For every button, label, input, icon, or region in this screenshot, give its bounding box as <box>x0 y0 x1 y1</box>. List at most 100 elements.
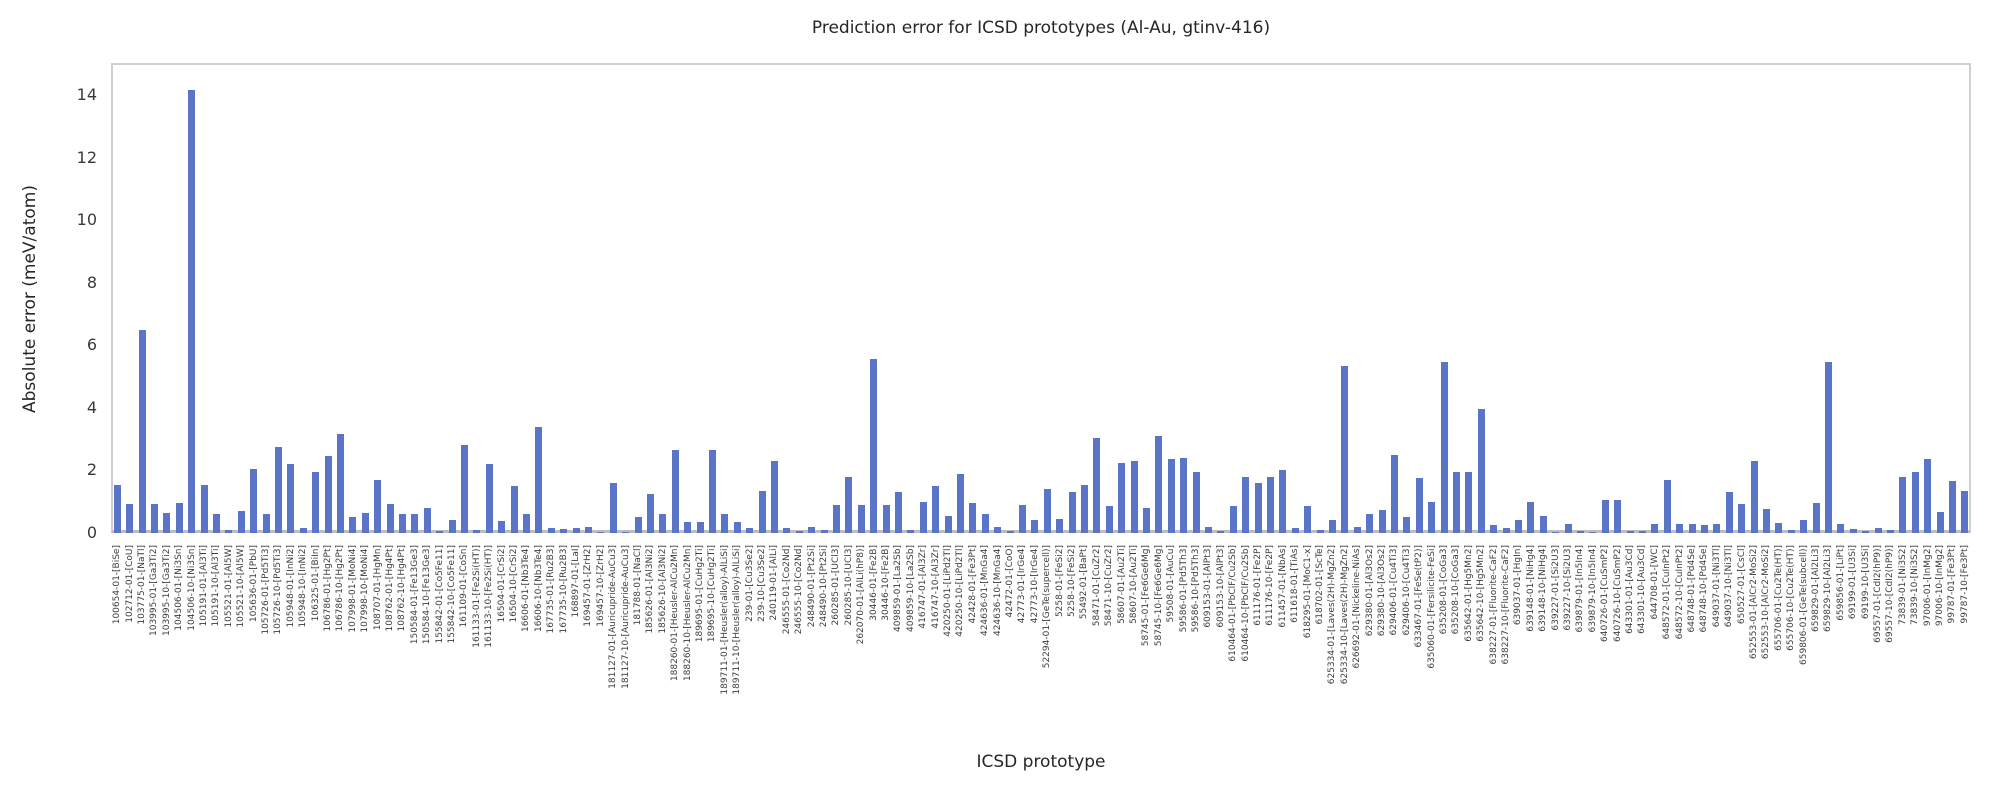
x-tick-label: 629406-01-[Cu4Ti3] <box>1389 545 1400 636</box>
bar <box>721 514 729 533</box>
bar <box>1862 531 1870 533</box>
x-tick-label: 108762-10-[Hg4Pt] <box>397 545 408 632</box>
x-tick-label: 59586-01-[Pd5Th3] <box>1178 545 1189 633</box>
x-tick-label: 30446-01-[Fe2B] <box>868 545 879 621</box>
x-tick-label: 167735-10-[Ru2B3] <box>558 545 569 634</box>
x-tick-label: 644708-01-[WC] <box>1649 545 1660 620</box>
bar <box>1688 523 1696 533</box>
bar <box>336 434 344 533</box>
x-tick-label: 655706-01-[Cu2Te(HT)] <box>1773 545 1784 651</box>
bar <box>1204 526 1212 533</box>
bar <box>1155 436 1163 533</box>
x-tick-label: 100654-01-[BiSe] <box>112 545 123 625</box>
x-tick-label: 248490-10-[Pt2Si] <box>819 545 829 628</box>
x-tick-label: 420250-01-[LiPd2Tl] <box>943 545 953 637</box>
bar <box>1725 492 1733 533</box>
bar <box>994 526 1002 533</box>
x-tick-label: 59586-10-[Pd5Th3] <box>1191 545 1201 633</box>
x-tick-label: 58471-01-[CuZr2] <box>1091 545 1102 627</box>
x-tick-label: 188260-01-[Heusler-AlCu2Mn] <box>670 545 681 682</box>
bar <box>1924 459 1932 533</box>
bar <box>1713 523 1721 533</box>
x-tick-label: 648572-10-[CuInPt2] <box>1674 545 1685 640</box>
bar <box>113 484 121 533</box>
x-tick-label: 189711-01-[Heusler(alloy)-AlLiSi] <box>719 545 730 695</box>
bar <box>584 527 592 533</box>
x-tick-label: 55492-01-[BaPt] <box>1079 545 1090 620</box>
bar <box>411 514 419 533</box>
x-tick-label: 639879-01-[In5In4] <box>1575 545 1586 633</box>
bar <box>733 522 741 533</box>
bar <box>1750 461 1758 533</box>
chart-plot-area <box>111 63 1971 533</box>
bar <box>956 473 964 533</box>
bar <box>1490 525 1498 533</box>
y-tick-label: 8 <box>86 272 97 292</box>
bar <box>646 493 654 533</box>
bar <box>1142 507 1150 533</box>
x-tick-label: 185626-01-[Al3Ni2] <box>645 545 656 634</box>
bar <box>1130 461 1138 533</box>
x-tick-label: 629380-01-[Al3Os2] <box>1364 545 1375 637</box>
x-tick-label: 150584-10-[Fe13Ge3] <box>422 545 433 645</box>
bar <box>795 531 803 533</box>
bar <box>634 517 642 533</box>
bar <box>783 528 791 533</box>
x-tick-label: 69557-10-[CdI2(hP9)] <box>1885 545 1896 643</box>
x-axis-label: ICSD prototype <box>976 752 1106 772</box>
x-tick-label: 73839-10-[Ni3S2] <box>1910 545 1921 625</box>
x-tick-label: 161133-10-[Fe2Si(HT)] <box>484 545 495 648</box>
bar <box>1911 471 1919 533</box>
bar <box>1390 454 1398 533</box>
x-tick-label: 30446-10-[Fe2B] <box>881 545 891 621</box>
y-tick-label: 14 <box>76 85 97 104</box>
x-tick-label: 416747-10-[Al3Zr] <box>930 545 941 629</box>
bar <box>1589 532 1597 533</box>
bar <box>1304 506 1312 533</box>
bar <box>684 522 692 533</box>
x-tick-label: 103775-01-[NaTl] <box>137 545 147 625</box>
bar <box>423 507 431 533</box>
x-tick-label: 650527-01-[CsCl] <box>1736 545 1747 625</box>
x-tick-label: 625334-10-[Laves(2H)-MgZn2] <box>1339 545 1350 685</box>
bar <box>1043 489 1051 533</box>
x-tick-label: 105191-10-[Al3Ti] <box>211 545 222 627</box>
y-tick-label: 6 <box>86 335 97 355</box>
bar <box>262 514 270 533</box>
x-tick-label: 102712-01-[CoU] <box>124 545 135 623</box>
x-tick-label: 106786-10-[Hg2Pt] <box>335 545 346 632</box>
x-tick-label: 58607-01-[Au2Ti] <box>1116 545 1127 624</box>
x-tick-label: 262070-01-[AlLi(hP8)] <box>856 545 867 645</box>
bar <box>485 464 493 533</box>
bar <box>1242 476 1250 533</box>
bar <box>312 471 320 533</box>
bar <box>1601 500 1609 533</box>
x-tick-label: 643301-10-[Au3Cd] <box>1637 545 1648 634</box>
x-tick-label: 103995-01-[Ga3Ti2] <box>149 545 160 636</box>
x-tick-label: 639227-10-[Si2U3] <box>1563 545 1573 631</box>
bar <box>609 482 617 533</box>
x-tick-label: 424636-10-[MnGa4] <box>992 545 1003 637</box>
y-tick-label: 10 <box>76 210 97 230</box>
x-tick-label: 629406-10-[Cu4Ti3] <box>1401 545 1412 636</box>
x-tick-label: 155842-01-[Co5Fe11] <box>434 545 445 644</box>
x-tick-label: 260285-10-[UCl3] <box>843 545 854 626</box>
x-tick-label: 106786-01-[Hg2Pt] <box>323 545 333 632</box>
bar <box>212 514 220 533</box>
x-tick-label: 16504-01-[CrSi2] <box>496 545 507 623</box>
x-tick-label: 97006-01-[InMg2] <box>1922 545 1933 627</box>
chart-title: Prediction error for ICSD prototypes (Al… <box>811 18 1271 38</box>
x-tick-label: 659806-01-[GeTe(subcell)] <box>1798 545 1809 665</box>
x-tick-label: 16606-10-[Nb3Te4] <box>533 545 544 633</box>
bar <box>870 359 878 533</box>
x-tick-label: 635060-01-[Fersilicite-FeSi] <box>1426 545 1437 669</box>
bar <box>1837 523 1845 533</box>
bar <box>1366 514 1374 533</box>
x-tick-label: 185626-10-[Al3Ni2] <box>657 545 668 634</box>
bar <box>547 527 555 533</box>
bar <box>1936 512 1944 533</box>
bar <box>150 503 158 533</box>
x-tick-label: 648748-01-[Pd4Se] <box>1687 545 1697 633</box>
x-tick-label: 58607-10-[Au2Ti] <box>1129 545 1139 624</box>
